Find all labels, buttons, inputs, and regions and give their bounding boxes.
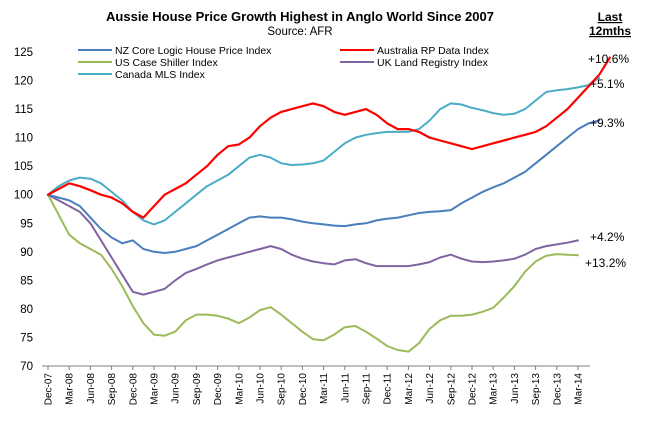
y-tick-label: 80: [20, 304, 33, 316]
x-tick-label: Jun-12: [425, 373, 436, 404]
series-line-australia-rp-data-index: [46, 56, 611, 219]
plot-area: [46, 56, 611, 353]
series-line-uk-land-registry-index: [47, 193, 579, 296]
y-tick-label: 115: [15, 104, 33, 116]
x-tick-label: Jun-10: [256, 373, 267, 404]
x-tick-label: Sep-09: [192, 373, 203, 406]
chart-title: Aussie House Price Growth Highest in Ang…: [106, 9, 494, 24]
growth-annotation: +9.3%: [590, 116, 625, 130]
x-tick-label: Mar-13: [489, 373, 500, 405]
x-tick-label: Mar-12: [404, 373, 415, 405]
y-tick-label: 70: [20, 361, 33, 373]
legend-label: Canada MLS Index: [115, 69, 206, 81]
x-tick-label: Jun-11: [340, 373, 351, 403]
chart-subtitle: Source: AFR: [267, 26, 332, 38]
x-tick-label: Sep-12: [446, 373, 457, 406]
growth-annotation: +4.2%: [590, 230, 625, 244]
y-tick-label: 100: [14, 190, 33, 202]
x-tick-label: Mar-14: [574, 373, 585, 405]
legend-label: NZ Core Logic House Price Index: [115, 45, 272, 57]
legend-label: Australia RP Data Index: [377, 45, 490, 57]
x-tick-label: Sep-10: [277, 373, 288, 406]
x-tick-label: Sep-11: [362, 373, 373, 405]
y-tick-label: 90: [20, 247, 33, 259]
x-tick-label: Sep-08: [107, 373, 118, 406]
series-line-nz-core-logic-house-price-index: [47, 119, 601, 254]
y-tick-label: 125: [14, 47, 33, 59]
y-tick-label: 120: [14, 76, 33, 88]
x-tick-label: Sep-13: [531, 373, 542, 406]
series-line-canada-mls-index: [47, 76, 601, 226]
y-tick-label: 110: [15, 133, 33, 145]
annotations: +10.6% +5.1% +9.3% +4.2% +13.2%: [585, 52, 629, 270]
legend-label: US Case Shiller Index: [115, 57, 218, 69]
x-tick-label: Dec-11: [383, 373, 394, 405]
x-tick-label: Mar-08: [65, 373, 76, 405]
x-axis: Dec-07 Mar-08 Jun-08 Sep-08 Dec-08 Mar-09 Jun-…: [44, 366, 585, 405]
y-axis: 70 75 80 85 90 95 100 105 110 115 120 125: [14, 47, 33, 373]
x-tick-label: Mar-11: [319, 373, 330, 404]
y-tick-label: 75: [20, 332, 33, 344]
x-tick-label: Dec-12: [468, 373, 479, 406]
x-tick-label: Jun-13: [510, 373, 521, 404]
x-tick-label: Dec-07: [44, 373, 55, 406]
y-tick-label: 95: [20, 218, 33, 230]
x-tick-label: Dec-09: [213, 373, 224, 406]
x-tick-label: Dec-13: [552, 373, 563, 406]
growth-annotation: +5.1%: [590, 77, 625, 91]
y-tick-label: 105: [14, 161, 33, 173]
x-tick-label: Dec-10: [298, 373, 309, 406]
series-line-us-case-shiller-index: [47, 193, 579, 353]
growth-annotation: +13.2%: [585, 256, 626, 270]
x-tick-label: Mar-10: [234, 373, 245, 405]
legend-label: UK Land Registry Index: [377, 57, 489, 69]
corner-label-line2: 12mths: [589, 24, 631, 38]
corner-label-line1: Last: [598, 10, 623, 24]
x-tick-label: Jun-09: [171, 373, 182, 404]
x-tick-label: Jun-08: [86, 373, 97, 404]
x-tick-label: Mar-09: [150, 373, 161, 405]
x-tick-label: Dec-08: [128, 373, 139, 406]
y-tick-label: 85: [20, 275, 33, 287]
legend: NZ Core Logic House Price Index Australia…: [78, 45, 490, 81]
growth-annotation: +10.6%: [588, 52, 629, 66]
